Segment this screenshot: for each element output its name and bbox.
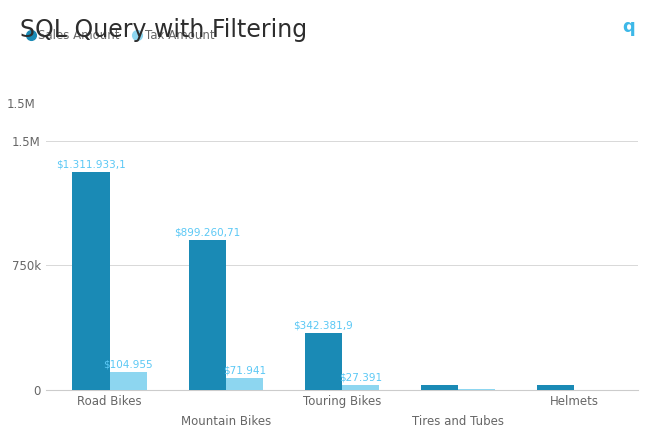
Bar [421, 385, 458, 390]
Text: $899.260,71: $899.260,71 [174, 228, 240, 238]
Legend: Sales Amount, Tax Amount: Sales Amount, Tax Amount [28, 29, 214, 42]
Bar [226, 378, 263, 390]
Text: $71.941: $71.941 [223, 365, 266, 375]
Text: q: q [622, 18, 635, 36]
Text: $1.311.933,1: $1.311.933,1 [56, 159, 126, 169]
Text: $342.381,9: $342.381,9 [294, 320, 353, 330]
Text: $104.955: $104.955 [104, 360, 153, 370]
Bar [305, 333, 342, 390]
Bar [189, 241, 226, 390]
Text: 1.5M: 1.5M [7, 98, 36, 111]
Bar [537, 385, 574, 390]
Bar [109, 373, 146, 390]
Text: $27.391: $27.391 [339, 373, 382, 383]
Bar [72, 172, 109, 390]
Bar [342, 385, 379, 390]
Text: SQL Query with Filtering: SQL Query with Filtering [20, 18, 307, 42]
